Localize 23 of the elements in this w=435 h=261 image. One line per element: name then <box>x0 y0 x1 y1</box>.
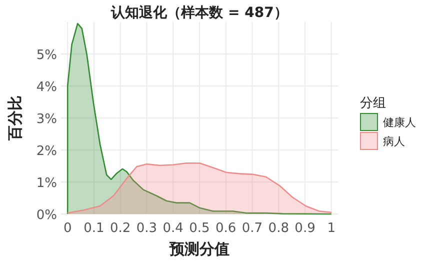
y-tick-label: 4% <box>36 80 57 95</box>
x-tick-label: 0.9 <box>294 221 316 236</box>
y-tick-label: 2% <box>36 144 57 159</box>
x-tick-label: 0 <box>63 221 72 236</box>
legend-label: 病人 <box>383 135 405 148</box>
y-axis-title: 百分比 <box>6 96 24 142</box>
x-tick-label: 0.4 <box>162 221 184 236</box>
legend-title: 分组 <box>360 96 386 111</box>
x-tick-label: 0.2 <box>110 221 131 236</box>
legend-label: 健康人 <box>383 116 416 129</box>
chart-title: 认知退化（样本数 = 487） <box>110 4 288 21</box>
y-tick-label: 1% <box>36 176 57 191</box>
x-tick-label: 1 <box>327 221 336 236</box>
x-tick-label: 0.3 <box>136 221 158 236</box>
y-tick-label: 0% <box>36 208 57 223</box>
y-tick-label: 3% <box>36 112 57 127</box>
x-tick-label: 0.7 <box>242 221 263 236</box>
x-tick-label: 0.1 <box>84 221 104 236</box>
y-tick-label: 5% <box>36 48 57 63</box>
x-tick-label: 0.8 <box>268 221 289 236</box>
x-tick-label: 0.6 <box>216 221 236 236</box>
x-axis-title: 预测分值 <box>168 240 230 258</box>
x-tick-label: 0.5 <box>189 221 210 236</box>
